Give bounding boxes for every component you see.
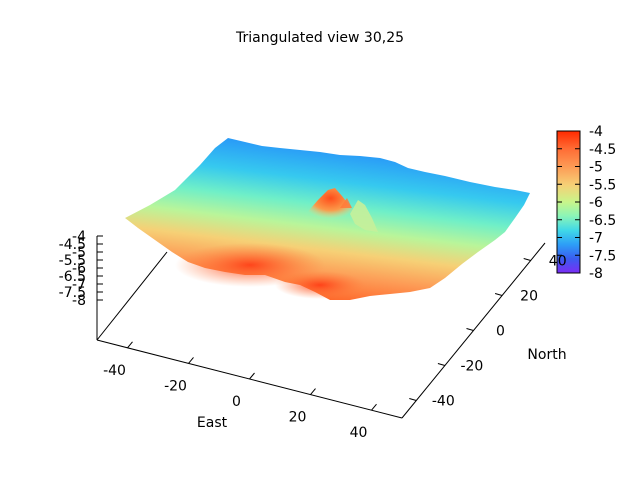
surface <box>125 138 530 300</box>
north-tick-mark <box>494 293 503 296</box>
east-tick-label: -40 <box>103 363 126 379</box>
east-tick-label: 0 <box>232 394 241 410</box>
z-ticks: -4-4.5-5-5.5-6-6.5-7-7.5-8 <box>59 229 103 309</box>
z-tick-label: -5 <box>72 245 86 261</box>
colorbar-tick-label: -5 <box>589 160 603 176</box>
north-tick-label: 40 <box>549 254 567 270</box>
colorbar-tick-label: -6 <box>589 195 603 211</box>
colorbar-tick-label: -7 <box>589 231 603 247</box>
north-tick-label: 0 <box>496 324 505 340</box>
east-tick-mark <box>310 388 316 395</box>
z-tick-label: -8 <box>72 293 86 309</box>
east-tick-label: -20 <box>164 378 187 394</box>
z-tick-label: -4.5 <box>59 237 86 253</box>
chart-title: Triangulated view 30,25 <box>235 30 404 46</box>
colorbar-tick-label: -4 <box>589 124 603 140</box>
east-tick-label: 20 <box>289 410 307 426</box>
z-tick-label: -6.5 <box>59 269 86 285</box>
colorbar-tick-label: -7.5 <box>589 248 616 264</box>
peak-secondary <box>350 200 378 232</box>
north-tick-label: 20 <box>520 289 538 305</box>
colorbar: -4 -4.5 -5-5.5 -6 -6.5 -7-7.5 -8 <box>556 124 616 282</box>
north-axis-label: North <box>527 347 566 363</box>
z-tick-label: -5.5 <box>59 253 86 269</box>
north-tick-label: -20 <box>460 359 483 375</box>
east-tick-label: 40 <box>350 425 368 441</box>
north-tick-mark <box>437 363 446 366</box>
north-tick-mark <box>466 328 474 331</box>
colorbar-tick-label: -8 <box>589 266 603 282</box>
z-tick-label: -4 <box>72 229 86 245</box>
east-tick-mark <box>127 341 133 349</box>
north-tick-label: -40 <box>432 394 455 410</box>
east-tick-mark <box>249 372 255 380</box>
east-ticks: -40 -20 0 20 40 <box>103 341 377 441</box>
east-axis-label: East <box>197 415 228 431</box>
peak-main <box>305 188 356 222</box>
peak-tertiary <box>340 198 352 208</box>
front-red-region-2 <box>275 271 365 299</box>
colorbar-tick-label: -5.5 <box>589 177 616 193</box>
east-tick-mark <box>371 403 377 411</box>
z-tick-label: -6 <box>72 261 86 277</box>
colorbar-tick-label: -4.5 <box>589 142 616 158</box>
west-edge-line <box>96 251 168 341</box>
colorbar-ticks: -4 -4.5 -5-5.5 -6 -6.5 -7-7.5 -8 <box>557 124 616 282</box>
colorbar-tick-label: -6.5 <box>589 213 616 229</box>
north-tick-mark <box>409 398 417 401</box>
z-tick-label: -7 <box>72 277 86 293</box>
north-ticks: -40 -20 0 20 40 <box>409 254 567 410</box>
z-tick-label: -7.5 <box>59 285 86 301</box>
east-tick-mark <box>188 357 194 364</box>
north-tick-mark <box>523 258 531 261</box>
